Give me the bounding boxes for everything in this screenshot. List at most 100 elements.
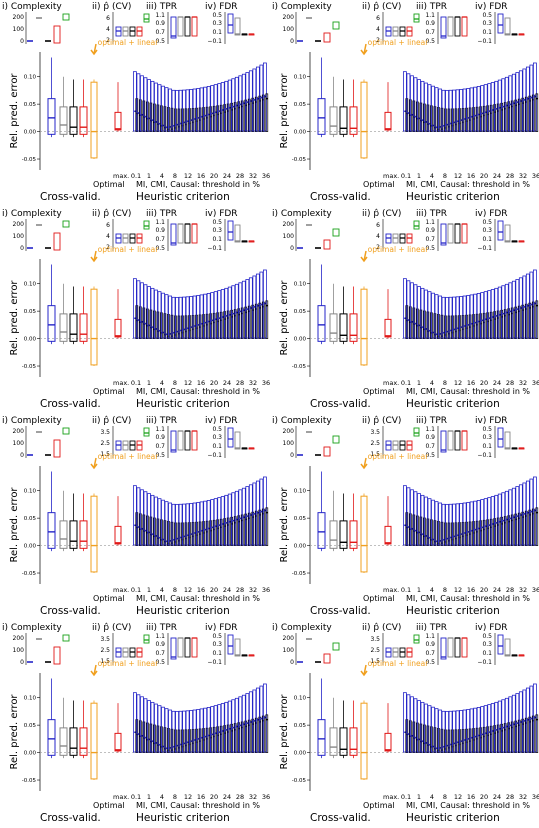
x-threshold-tick-0: 0.1 [131, 379, 141, 387]
p-box-4 [413, 13, 420, 23]
heuristic-blue-7 [427, 705, 432, 753]
heuristic-label: Heuristic criterion [406, 398, 500, 410]
complexity-box-green [332, 21, 340, 30]
heuristic-blue-mean-29 [505, 104, 508, 107]
heuristic-blue-mean-35 [527, 97, 529, 100]
fdr-tick-1: 0.3 [212, 227, 222, 234]
heuristic-blue-mean-12 [446, 744, 449, 747]
x-threshold-tick-5: 16 [467, 793, 475, 801]
optimal-linear-label: optimal + linear [98, 659, 160, 668]
heuristic-blue-25 [220, 703, 225, 753]
heuristic-blue-17 [462, 709, 467, 753]
heuristic-blue-5 [420, 494, 425, 546]
complexity-tick-1: 100 [13, 26, 25, 33]
heuristic-blue-33 [248, 70, 253, 132]
heuristic-blue-mean-23 [484, 318, 487, 321]
optimal-label: Optimal [363, 387, 395, 396]
x-threshold-tick-10: 36 [262, 586, 270, 594]
x-threshold-tick-0: 0.1 [401, 586, 411, 594]
heuristic-blue-4 [417, 79, 421, 132]
heuristic-blue-12 [445, 296, 449, 339]
fdr-tick-1: 0.3 [212, 641, 222, 648]
heuristic-blue-mean-29 [505, 311, 508, 314]
fdr-tick-0: 0.5 [482, 633, 492, 640]
heuristic-blue-24 [217, 290, 222, 339]
heuristic-blue-mean-31 [513, 102, 515, 105]
main-y-tick-1: 0.05 [24, 102, 37, 108]
heuristic-blue-mean-7 [428, 743, 431, 746]
cv-box-0-box [47, 719, 56, 756]
mi-caption: MI, CMI, Causal: threshold in % [406, 594, 530, 603]
x-threshold-tick-8: 28 [506, 172, 514, 180]
heuristic-label: Heuristic criterion [136, 812, 230, 824]
tpr-tick-1: 0.9 [425, 641, 435, 648]
heuristic-blue-11 [441, 89, 446, 132]
heuristic-blue-mean-19 [470, 322, 473, 325]
fdr-tick-1: 0.3 [482, 227, 492, 234]
fdr-tick-1: 0.3 [482, 20, 492, 27]
heuristic-blue-15 [455, 89, 460, 132]
heuristic-blue-24 [217, 704, 222, 753]
heuristic-blue-5 [150, 701, 155, 753]
tpr-tick-1: 0.9 [425, 434, 435, 441]
heuristic-blue-2 [140, 696, 144, 753]
heuristic-blue-21 [476, 293, 481, 339]
heuristic-blue-29 [504, 697, 509, 753]
heuristic-blue-33 [518, 277, 523, 339]
y-axis-label: Rel. pred. error [279, 487, 290, 563]
main-y-tick-2: 0.00 [294, 751, 307, 757]
p-tick-1: 4 [106, 26, 110, 33]
x-threshold-tick-6: 20 [480, 379, 488, 387]
heuristic-blue-32 [245, 279, 250, 339]
heuristic-blue-mean-21 [477, 734, 480, 737]
optimal-linear-arrow [90, 250, 98, 263]
x-threshold-tick-4: 12 [454, 586, 462, 594]
fdr-title: iv) FDR [475, 209, 508, 219]
heuristic-blue-1 [136, 694, 141, 753]
heuristic-blue-mean-36 [260, 717, 263, 720]
heuristic-black-37 [265, 714, 269, 753]
heuristic-blue-mean-19 [470, 736, 473, 739]
x-threshold-tick-3: 8 [443, 793, 447, 801]
chart-panel-row4-left: i) Complexity ii) p̂ (CV) iii) TPR iv) FDR 2… [2, 622, 270, 824]
x-threshold-tick-7: 24 [493, 172, 501, 180]
heuristic-blue-10 [438, 295, 442, 339]
heuristic-blue-mean-6 [425, 328, 427, 330]
heuristic-blue-11 [441, 296, 446, 339]
heuristic-blue-11 [441, 710, 446, 753]
x-threshold-tick-0: 0.1 [131, 586, 141, 594]
heuristic-blue-0 [402, 485, 407, 546]
x-threshold-tick-6: 20 [480, 172, 488, 180]
fdr-tick-2: 0.1 [482, 29, 492, 36]
x-threshold-tick-2: 4 [430, 586, 434, 594]
tpr-box-2 [454, 223, 461, 244]
max-label: max. [113, 793, 129, 801]
heuristic-blue-21 [206, 707, 211, 753]
fdr-box-0 [497, 13, 504, 34]
tpr-tick-0: 1.1 [425, 426, 435, 433]
heuristic-blue-25 [490, 289, 495, 339]
x-threshold-tick-9: 32 [519, 172, 527, 180]
cv-box-3-box [79, 106, 88, 135]
x-threshold-tick-10: 36 [262, 793, 270, 801]
heuristic-blue-34 [522, 68, 527, 132]
main-y-tick-0: 0.10 [24, 282, 37, 288]
fdr-tick-2: 0.1 [212, 29, 222, 36]
tpr-tick-0: 1.1 [155, 633, 165, 640]
p-box-4 [413, 220, 420, 230]
tpr-box-2 [454, 430, 461, 451]
optimal-linear-label: optimal + linear [368, 245, 430, 254]
x-threshold-tick-10: 36 [532, 586, 539, 594]
heuristic-black-mean-37 [535, 304, 538, 307]
x-threshold-tick-8: 28 [506, 379, 514, 387]
complexity-title: i) Complexity [272, 623, 332, 633]
fdr-tick-0: 0.5 [212, 633, 222, 640]
tpr-tick-3: 0.5 [425, 245, 435, 252]
heuristic-blue-29 [504, 283, 509, 339]
max-label: max. [383, 586, 399, 594]
heuristic-blue-mean-8 [432, 538, 435, 541]
heuristic-blue-mean-23 [484, 111, 487, 114]
heuristic-blue-mean-24 [488, 731, 491, 734]
complexity-box-red [323, 446, 331, 457]
fdr-tick-3: −0.1 [477, 245, 492, 252]
